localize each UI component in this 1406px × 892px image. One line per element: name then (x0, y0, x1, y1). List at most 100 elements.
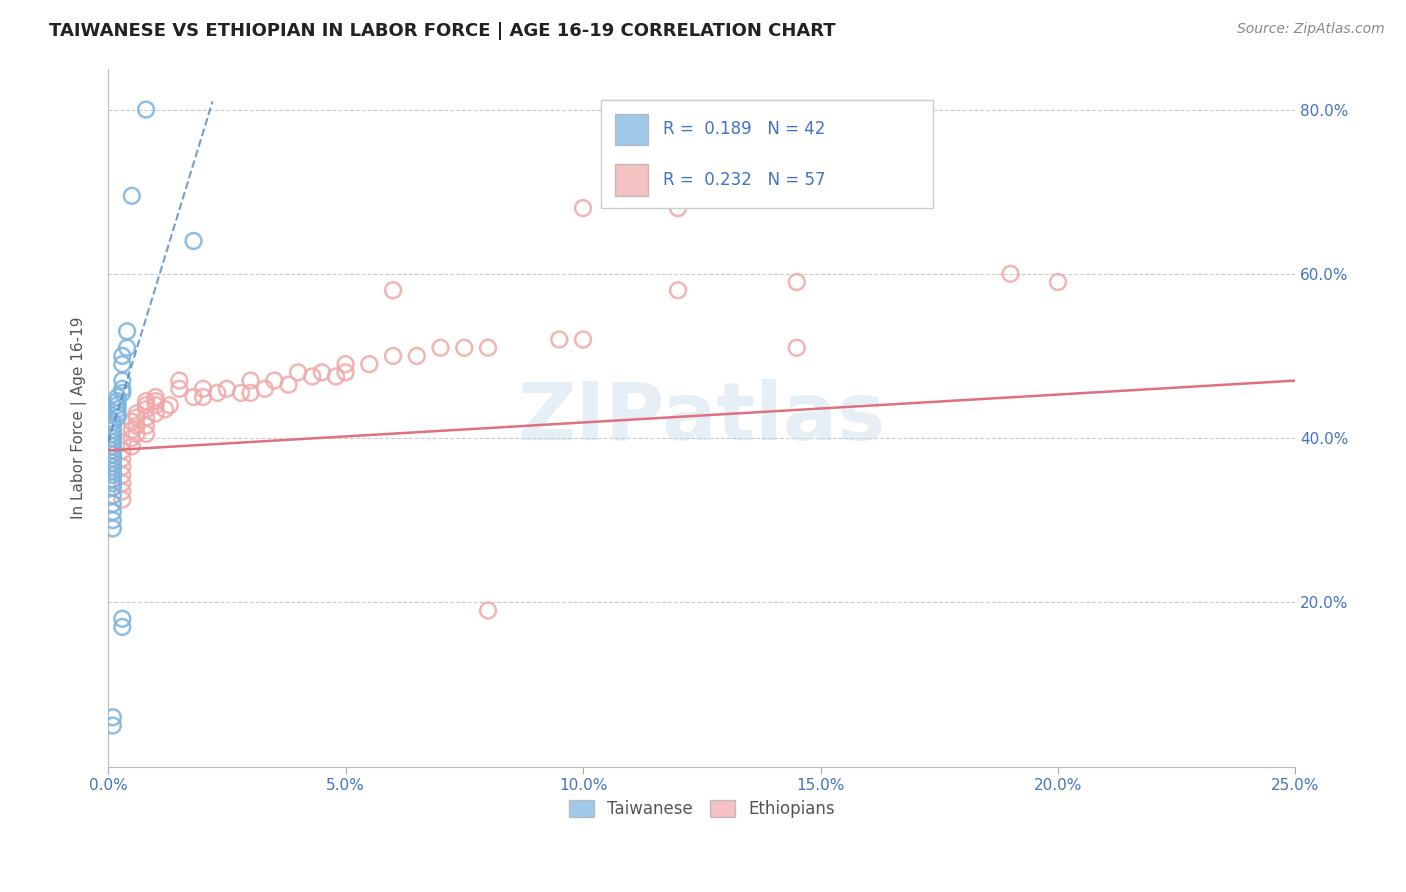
Point (145, 394, 167, 409)
Point (215, 382, 238, 396)
Point (301, 369, 323, 384)
Point (121, 431, 143, 445)
Point (359, 357, 381, 371)
Point (101, 443, 124, 458)
Point (101, 439, 124, 453)
Point (135, 398, 157, 412)
Point (207, 385, 229, 400)
Point (253, 382, 276, 396)
Point (135, 418, 157, 433)
Point (101, 418, 124, 433)
Point (107, 406, 129, 420)
Point (1046, 275, 1069, 289)
Point (135, 103, 157, 117)
Point (125, 418, 148, 433)
Point (121, 415, 143, 429)
Y-axis label: In Labor Force | Age 16-19: In Labor Force | Age 16-19 (72, 317, 87, 519)
Point (101, 521, 124, 535)
Point (101, 710, 124, 724)
Point (101, 476, 124, 491)
Point (101, 431, 124, 445)
Point (101, 480, 124, 494)
Point (453, 341, 475, 355)
Point (572, 333, 595, 347)
Text: ZIPatlas: ZIPatlas (517, 378, 886, 457)
Text: TAIWANESE VS ETHIOPIAN IN LABOR FORCE | AGE 16-19 CORRELATION CHART: TAIWANESE VS ETHIOPIAN IN LABOR FORCE | … (49, 22, 835, 40)
Point (111, 476, 134, 491)
Point (111, 385, 134, 400)
Point (101, 497, 124, 511)
Point (115, 341, 138, 355)
Point (111, 620, 134, 634)
Point (121, 439, 143, 453)
Point (121, 189, 143, 203)
Point (335, 357, 357, 371)
Point (477, 341, 499, 355)
Point (287, 365, 309, 379)
Point (111, 492, 134, 507)
Point (169, 382, 191, 396)
Point (101, 718, 124, 732)
Point (115, 324, 138, 338)
FancyBboxPatch shape (614, 114, 648, 145)
Point (145, 398, 167, 412)
Point (101, 448, 124, 462)
Point (111, 468, 134, 483)
Point (405, 349, 427, 363)
Point (277, 377, 299, 392)
Point (121, 423, 143, 437)
Point (429, 341, 451, 355)
Point (101, 451, 124, 466)
Point (169, 374, 191, 388)
Point (107, 390, 129, 404)
Point (548, 333, 571, 347)
Point (125, 406, 148, 420)
Point (101, 468, 124, 483)
Text: R =  0.189   N = 42: R = 0.189 N = 42 (662, 120, 825, 138)
Point (382, 349, 405, 363)
Point (111, 443, 134, 458)
Text: R =  0.232   N = 57: R = 0.232 N = 57 (662, 170, 825, 188)
Point (191, 382, 214, 396)
Point (101, 423, 124, 437)
Point (111, 612, 134, 626)
Point (125, 410, 148, 425)
Point (111, 435, 134, 450)
Point (786, 275, 808, 289)
Point (153, 402, 176, 417)
Point (111, 484, 134, 499)
Point (145, 406, 167, 420)
Point (107, 394, 129, 409)
Text: Source: ZipAtlas.com: Source: ZipAtlas.com (1237, 22, 1385, 37)
Point (135, 427, 157, 442)
Point (335, 365, 357, 379)
FancyBboxPatch shape (600, 100, 934, 208)
Point (107, 398, 129, 412)
Point (101, 489, 124, 503)
Point (101, 505, 124, 519)
Legend: Taiwanese, Ethiopians: Taiwanese, Ethiopians (562, 793, 841, 824)
Point (145, 390, 167, 404)
Point (101, 464, 124, 478)
Point (135, 402, 157, 417)
Point (107, 402, 129, 417)
Point (666, 201, 689, 215)
Point (111, 451, 134, 466)
Point (101, 456, 124, 470)
FancyBboxPatch shape (614, 164, 648, 195)
Point (239, 385, 262, 400)
Point (101, 415, 124, 429)
Point (111, 459, 134, 474)
Point (382, 283, 405, 297)
Point (111, 349, 134, 363)
Point (572, 201, 595, 215)
Point (111, 382, 134, 396)
Point (183, 390, 205, 404)
Point (101, 513, 124, 527)
Point (125, 427, 148, 442)
Point (111, 357, 134, 371)
Point (111, 374, 134, 388)
Point (191, 390, 214, 404)
Point (135, 394, 157, 409)
Point (101, 472, 124, 486)
